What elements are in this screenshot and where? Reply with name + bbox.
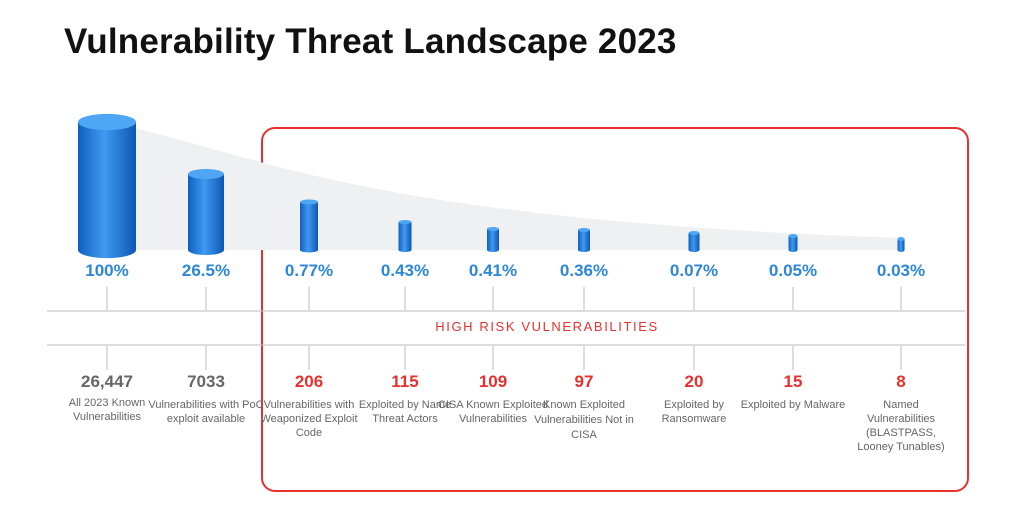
bar-top — [897, 237, 905, 241]
count-label: 7033 — [187, 372, 225, 391]
percent-label: 0.43% — [380, 261, 430, 280]
bar-top — [78, 113, 136, 131]
bar-body — [688, 233, 700, 252]
count-label: 206 — [294, 372, 324, 391]
percent-label: 0.41% — [468, 261, 518, 280]
high-risk-label: HIGH RISK VULNERABILITIES — [435, 319, 659, 334]
bar-body — [78, 122, 136, 259]
bar-body — [300, 202, 318, 253]
count-label: 20 — [684, 372, 704, 391]
bar-top — [398, 220, 412, 224]
count-label: 97 — [574, 372, 594, 391]
bar-cylinder — [300, 199, 318, 253]
percent-label: 0.05% — [768, 261, 818, 280]
percent-label: 0.36% — [559, 261, 609, 280]
high-risk-box — [261, 127, 969, 492]
bar-top — [578, 228, 590, 232]
description-label: CISA Known Exploited Vulnerabilities — [437, 399, 549, 425]
percent-label: 100% — [85, 261, 129, 280]
bar-top — [487, 227, 499, 231]
bar-body — [788, 236, 798, 252]
bar-body — [578, 230, 590, 252]
percent-label: 0.03% — [876, 261, 926, 280]
percent-label: 0.07% — [669, 261, 719, 280]
count-label: 8 — [896, 372, 906, 391]
count-label: 26,447 — [81, 372, 133, 391]
bar-top — [300, 199, 318, 205]
bar-cylinder — [578, 228, 590, 252]
bar-cylinder — [487, 227, 499, 252]
page-title: Vulnerability Threat Landscape 2023 — [64, 22, 677, 61]
bar-body — [897, 239, 905, 252]
description-label: Vulnerabilities with PoC exploit availab… — [148, 399, 264, 425]
bar-body — [188, 174, 224, 256]
description-label: Known Exploited Vulnerabilities Not in C… — [534, 399, 634, 441]
percent-label: 26.5% — [181, 261, 231, 280]
description-label: Exploited by Name Threat Actors — [358, 399, 452, 425]
bar-top — [188, 168, 224, 180]
bar-top — [688, 231, 700, 235]
description-label: Named Vulnerabilities (BLASTPASS, Looney… — [857, 399, 945, 453]
funnel-shade — [107, 122, 905, 250]
bar-cylinder — [188, 168, 224, 256]
description-label: Exploited by Ransomware — [661, 399, 727, 425]
description-label: All 2023 Known Vulnerabilities — [68, 397, 146, 423]
bar-cylinder — [688, 231, 700, 252]
bar-body — [487, 229, 499, 252]
bar-top — [788, 234, 798, 238]
count-label: 15 — [783, 372, 803, 391]
bar-cylinder — [897, 237, 905, 252]
bar-cylinder — [78, 113, 136, 259]
bar-cylinder — [788, 234, 798, 252]
bar-body — [398, 222, 412, 252]
bar-cylinder — [398, 220, 412, 252]
description-label: Vulnerabilities with Weaponized Exploit … — [260, 399, 358, 439]
count-label: 115 — [391, 372, 419, 391]
percent-label: 0.77% — [284, 261, 334, 280]
description-label: Exploited by Malware — [740, 399, 846, 411]
count-label: 109 — [478, 372, 508, 391]
